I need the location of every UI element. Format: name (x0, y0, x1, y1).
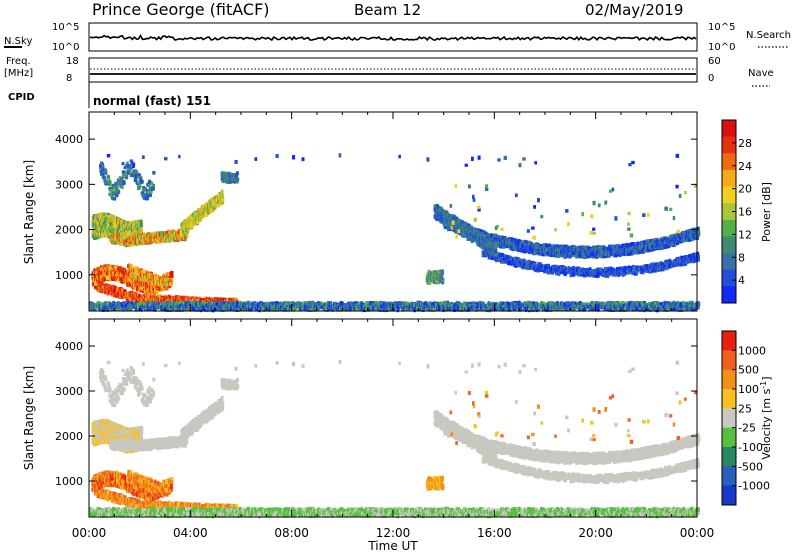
power-cell (170, 274, 173, 278)
nsky-tick-bottom: 10^0 (52, 42, 79, 53)
cpid-value: normal (fast) 151 (93, 94, 211, 108)
power-cell (164, 278, 167, 282)
power-cell (165, 287, 169, 291)
power-cell (115, 186, 118, 190)
nsearch-tick-top: 10^5 (708, 22, 735, 33)
power-cell (121, 185, 124, 189)
power-cell (170, 279, 173, 283)
nsky-label: N.Sky (4, 36, 32, 47)
power-cell (152, 184, 155, 188)
freq-tick-bottom: 8 (66, 73, 72, 84)
power-cell (108, 178, 111, 182)
power-cell (102, 165, 105, 168)
beam-label: Beam 12 (354, 1, 421, 19)
nsearch-tick-bottom: 10^0 (708, 42, 735, 53)
freq-panel-frame (89, 58, 697, 82)
power-cell (117, 190, 120, 194)
nsky-trace (90, 36, 696, 40)
nave-tick-bottom: 0 (708, 73, 714, 84)
power-cell (125, 175, 128, 180)
power-cell (149, 193, 152, 197)
power-cell (103, 177, 106, 180)
cpid-label: CPID (8, 92, 35, 103)
freq-tick-top: 18 (66, 56, 79, 67)
power-cell (141, 180, 144, 184)
nsky-tick-top: 10^5 (52, 22, 79, 33)
radar-title: Prince George (fitACF) (92, 0, 270, 19)
power-cell (221, 193, 224, 197)
power-cell (152, 171, 155, 175)
power-cell (104, 169, 107, 173)
power-scatter (89, 153, 700, 312)
power-cell (122, 170, 125, 173)
power-cell (185, 234, 188, 238)
power-cell (123, 180, 126, 183)
power-cell (221, 190, 224, 194)
freq-label: Freq. (6, 56, 31, 67)
nave-label: Nave (748, 68, 774, 79)
nsearch-label: N.Search (746, 30, 791, 41)
nsky-panel-frame (89, 23, 697, 51)
freq-unit: [MHz] (4, 68, 33, 79)
power-cell (236, 171, 239, 175)
power-cell (221, 198, 224, 202)
power-cell (114, 197, 117, 200)
power-cell (140, 229, 143, 232)
date-label: 02/May/2019 (585, 1, 683, 19)
power-cell (108, 181, 111, 186)
power-cell (140, 223, 143, 227)
nave-tick-top: 60 (708, 56, 721, 67)
power-cell (135, 171, 138, 175)
power-cell (165, 283, 169, 287)
power-cell (236, 177, 239, 180)
power-cell (105, 180, 108, 184)
